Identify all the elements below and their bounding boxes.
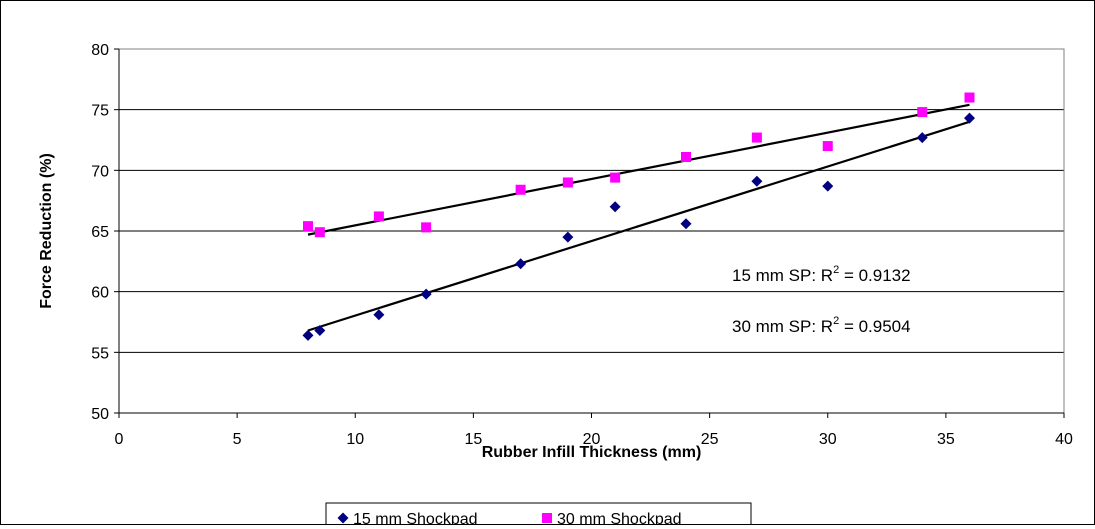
x-tick-label-5: 5 bbox=[233, 431, 242, 448]
data-point-series-0-1 bbox=[314, 324, 326, 336]
data-point-series-1-8 bbox=[751, 132, 762, 143]
y-tick-label-60: 60 bbox=[91, 285, 109, 302]
data-point-series-1-4 bbox=[515, 184, 526, 195]
data-point-series-0-11 bbox=[964, 112, 975, 124]
trendlines bbox=[307, 103, 970, 332]
data-point-series-1-5 bbox=[562, 177, 573, 188]
data-point-series-0-7 bbox=[680, 218, 692, 230]
legend-symbol-square bbox=[542, 513, 552, 523]
data-point-series-1-11 bbox=[964, 92, 975, 103]
gridlines bbox=[119, 48, 1064, 353]
data-point-series-0-5 bbox=[562, 231, 574, 243]
data-point-series-1-3 bbox=[421, 222, 432, 233]
y-tick-label-70: 70 bbox=[91, 163, 109, 180]
data-point-series-1-7 bbox=[681, 151, 691, 162]
x-tick-label-20: 20 bbox=[583, 431, 601, 448]
data-point-series-0-0 bbox=[302, 329, 314, 341]
y-tick-label-55: 55 bbox=[91, 345, 109, 362]
data-point-series-1-10 bbox=[917, 107, 928, 118]
data-point-series-1-2 bbox=[373, 211, 384, 222]
data-point-series-0-8 bbox=[751, 175, 763, 187]
r2-annotation-15mm: 15 mm SP: R2 = 0.9132 bbox=[732, 264, 911, 285]
data-point-series-1-6 bbox=[610, 172, 621, 183]
data-point-series-0-10 bbox=[916, 132, 928, 144]
trendline-series-0 bbox=[307, 120, 970, 332]
x-tick-label-35: 35 bbox=[937, 431, 955, 448]
r2-annotation-15mm-suffix: = 0.9132 bbox=[839, 266, 910, 285]
y-tick-label-50: 50 bbox=[91, 406, 109, 423]
y-axis-title: Force Reduction (%) bbox=[38, 153, 55, 309]
data-point-series-0-9 bbox=[822, 180, 834, 192]
x-tick-label-40: 40 bbox=[1055, 431, 1073, 448]
y-tick-label-80: 80 bbox=[91, 42, 109, 59]
data-point-series-0-2 bbox=[373, 309, 385, 321]
data-point-series-1-0 bbox=[303, 221, 313, 232]
data-point-series-1-9 bbox=[822, 141, 833, 152]
x-tick-label-10: 10 bbox=[346, 431, 364, 448]
r2-annotation-30mm-prefix: 30 mm SP: R bbox=[732, 317, 833, 336]
data-point-series-0-6 bbox=[609, 201, 621, 213]
axes: 50 55 60 65 70 75 80 0 5 10 15 20 25 30 35 40 bbox=[91, 42, 1073, 448]
x-tick-label-30: 30 bbox=[819, 431, 837, 448]
legend-symbol-diamond bbox=[337, 512, 349, 524]
r2-annotation-30mm-suffix: = 0.9504 bbox=[839, 317, 910, 336]
trendline-series-1 bbox=[307, 103, 970, 236]
x-tick-label-25: 25 bbox=[701, 431, 719, 448]
legend-label-30mm: 30 mm Shockpad bbox=[557, 511, 682, 524]
data-point-series-1-1 bbox=[314, 227, 325, 238]
y-tick-label-65: 65 bbox=[91, 224, 109, 241]
legend: 15 mm Shockpad 30 mm Shockpad bbox=[325, 502, 752, 529]
x-tick-label-0: 0 bbox=[115, 431, 124, 448]
r2-annotation-30mm: 30 mm SP: R2 = 0.9504 bbox=[732, 315, 911, 336]
legend-marker-15mm-icon bbox=[337, 512, 349, 524]
r2-annotation-15mm-prefix: 15 mm SP: R bbox=[732, 266, 833, 285]
x-axis-title: Rubber Infill Thickness (mm) bbox=[482, 444, 702, 461]
r2-annotation-30mm-sup: 2 bbox=[833, 315, 839, 327]
data-point-series-0-4 bbox=[515, 258, 527, 270]
legend-label-15mm: 15 mm Shockpad bbox=[353, 511, 478, 524]
r2-annotation-15mm-sup: 2 bbox=[833, 264, 839, 276]
legend-marker-30mm-icon bbox=[542, 513, 552, 523]
y-tick-label-75: 75 bbox=[91, 103, 109, 120]
data-markers bbox=[302, 92, 975, 341]
x-tick-label-15: 15 bbox=[464, 431, 482, 448]
data-point-series-0-3 bbox=[420, 288, 432, 300]
